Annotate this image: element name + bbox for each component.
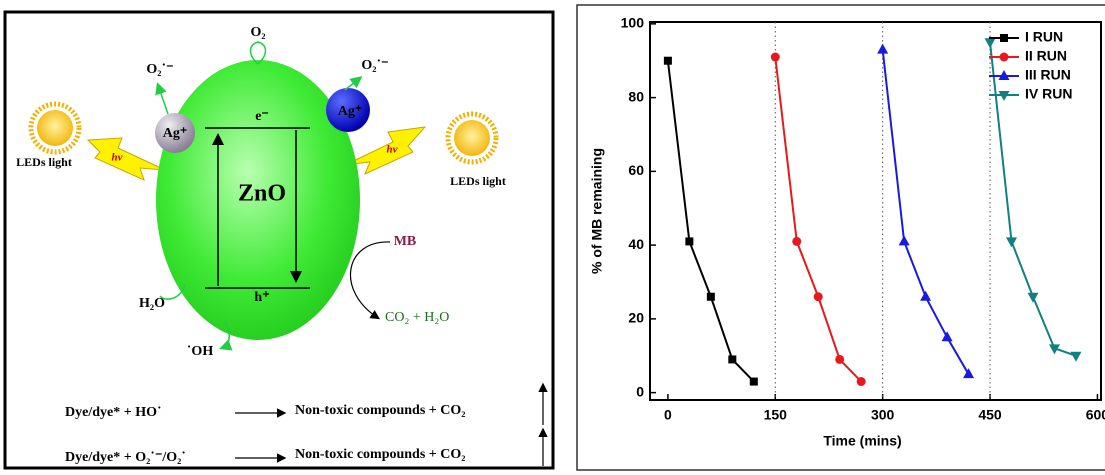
marker — [750, 378, 758, 386]
marker — [664, 57, 672, 65]
x-axis-label: Time (mins) — [823, 433, 901, 449]
mechanism-diagram: O₂ O₂˙⁻ O₂˙⁻ Ag⁺ Ag⁺ e⁻ h⁺ ZnO LEDs ligh… — [5, 12, 553, 468]
equation-products: Non-toxic compounds + CO₂ — [295, 403, 465, 418]
x-tick-label: 450 — [978, 407, 1002, 423]
label: Ag⁺ — [338, 104, 363, 119]
legend-label: II RUN — [1025, 48, 1067, 64]
label: MB — [394, 234, 417, 249]
marker — [707, 293, 715, 301]
marker — [685, 237, 693, 245]
legend-marker — [1000, 53, 1009, 62]
figure: O₂ O₂˙⁻ O₂˙⁻ Ag⁺ Ag⁺ e⁻ h⁺ ZnO LEDs ligh… — [0, 0, 1105, 475]
equation-reactants: Dye/dye* + O₂˙⁻/O₂˙ — [65, 450, 186, 465]
legend-label: I RUN — [1025, 29, 1063, 45]
legend-marker — [1000, 34, 1008, 42]
marker — [728, 355, 736, 363]
x-tick-label: 0 — [664, 407, 672, 423]
marker — [814, 292, 823, 301]
legend-label: IV RUN — [1025, 86, 1072, 102]
marker — [771, 53, 780, 62]
label: h⁺ — [254, 290, 269, 305]
label: e⁻ — [255, 109, 269, 124]
label: H₂O — [139, 296, 165, 311]
legend-label: III RUN — [1025, 67, 1071, 83]
label: CO₂ + H₂O — [385, 310, 449, 325]
label: O₂˙⁻ — [146, 62, 173, 77]
x-tick-label: 300 — [871, 407, 895, 423]
label: hν — [112, 152, 123, 164]
y-tick-label: 40 — [628, 236, 644, 252]
page: O₂ O₂˙⁻ O₂˙⁻ Ag⁺ Ag⁺ e⁻ h⁺ ZnO LEDs ligh… — [0, 0, 1105, 475]
label: ˙OH — [187, 344, 214, 359]
y-tick-label: 20 — [628, 310, 644, 326]
y-tick-label: 60 — [628, 162, 644, 178]
equation-reactants: Dye/dye* + HO˙ — [65, 405, 162, 420]
marker — [835, 355, 844, 364]
label: LEDs light — [450, 174, 506, 188]
y-tick-label: 80 — [628, 88, 644, 104]
marker — [857, 377, 866, 386]
y-axis-label: % of MB remaining — [589, 148, 605, 274]
label: LEDs light — [16, 155, 72, 169]
label: ZnO — [238, 181, 286, 207]
equation-products: Non-toxic compounds + CO₂ — [295, 447, 465, 462]
label: O₂˙⁻ — [361, 58, 388, 73]
y-tick-label: 0 — [636, 383, 644, 399]
x-tick-label: 150 — [764, 407, 788, 423]
label: O₂ — [250, 25, 265, 40]
y-tick-label: 100 — [621, 15, 645, 31]
label: hν — [387, 144, 398, 156]
x-tick-label: 600 — [1086, 407, 1105, 423]
marker — [792, 237, 801, 246]
label: Ag⁺ — [163, 126, 188, 141]
